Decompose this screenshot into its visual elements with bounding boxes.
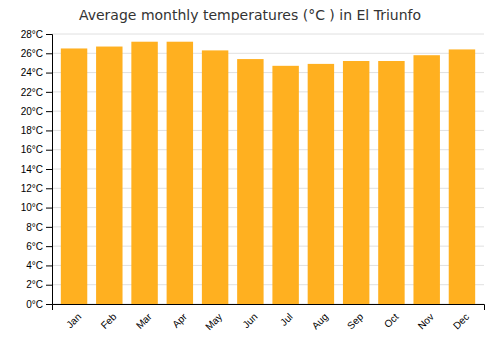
x-tick: Jan xyxy=(64,311,83,330)
y-tick-mark xyxy=(46,111,52,112)
x-tick-label: May xyxy=(203,311,224,332)
bar xyxy=(61,48,87,304)
bar xyxy=(237,59,263,304)
x-tick: Mar xyxy=(134,311,154,331)
y-tick-label: 28°C xyxy=(21,29,43,40)
y-tick-mark xyxy=(46,130,52,131)
bars xyxy=(61,42,475,304)
y-tick: 8°C xyxy=(26,222,52,233)
x-tick: Sep xyxy=(345,311,366,332)
y-tick-mark xyxy=(46,73,52,74)
y-tick-mark xyxy=(46,246,52,247)
y-tick: 20°C xyxy=(21,106,52,117)
bar xyxy=(378,61,404,304)
y-tick: 26°C xyxy=(21,48,52,59)
x-tick-label: Jun xyxy=(240,311,259,330)
y-tick-label: 6°C xyxy=(26,241,43,252)
grid-line xyxy=(52,34,484,35)
y-tick-label: 26°C xyxy=(21,48,43,59)
y-tick: 6°C xyxy=(26,241,52,252)
y-tick-label: 2°C xyxy=(26,279,43,290)
x-tick-label: Oct xyxy=(382,311,401,330)
y-tick-label: 10°C xyxy=(21,202,43,213)
x-tick-label: Jul xyxy=(278,311,295,328)
x-tick-label: Aug xyxy=(310,311,330,331)
x-tick: Oct xyxy=(382,311,401,330)
y-tick: 18°C xyxy=(21,125,52,136)
y-tick-mark xyxy=(46,265,52,266)
bar xyxy=(131,42,157,304)
x-tick: Nov xyxy=(416,311,436,331)
bar xyxy=(343,61,369,304)
y-tick-label: 8°C xyxy=(26,222,43,233)
x-tick-label: Apr xyxy=(170,311,189,330)
x-tick-label: Jan xyxy=(64,311,83,330)
bar xyxy=(272,66,298,304)
x-tick: Apr xyxy=(170,311,189,330)
grid xyxy=(52,34,484,304)
x-axis: Jan Feb Mar Apr May Jun Jul Aug Sep Oct Nov Dec xyxy=(53,305,485,333)
y-tick: 10°C xyxy=(21,202,52,213)
y-tick-label: 4°C xyxy=(26,260,43,271)
y-tick-mark xyxy=(46,208,52,209)
x-tick: Jun xyxy=(240,311,259,330)
y-tick-mark xyxy=(46,92,52,93)
y-tick-label: 12°C xyxy=(21,183,43,194)
y-tick-mark xyxy=(46,169,52,170)
title: Average monthly temperatures (°C ) in El… xyxy=(79,7,421,23)
bar xyxy=(96,47,122,304)
y-tick-mark xyxy=(46,188,52,189)
bar xyxy=(202,50,228,304)
y-tick: 0°C xyxy=(26,299,52,310)
x-tick-label: Nov xyxy=(416,311,436,331)
y-tick-mark xyxy=(46,285,52,286)
y-tick-label: 0°C xyxy=(26,299,43,310)
bar xyxy=(449,49,475,304)
y-tick: 2°C xyxy=(26,279,52,290)
x-tick-label: Mar xyxy=(134,311,154,331)
x-tick: Dec xyxy=(451,311,471,331)
y-axis-line xyxy=(46,35,53,305)
y-tick: 16°C xyxy=(21,144,52,155)
y-tick: 22°C xyxy=(21,87,52,98)
y-tick-mark xyxy=(46,304,52,305)
chart: Average monthly temperatures (°C ) in El… xyxy=(0,0,500,350)
y-tick-label: 16°C xyxy=(21,144,43,155)
y-tick: 24°C xyxy=(21,67,52,78)
bar xyxy=(167,42,193,304)
y-tick-label: 24°C xyxy=(21,67,43,78)
x-axis-line xyxy=(53,305,485,311)
y-tick-mark xyxy=(46,227,52,228)
bar xyxy=(413,55,439,304)
x-tick-label: Sep xyxy=(345,311,366,332)
y-tick: 14°C xyxy=(21,164,52,175)
y-tick-mark xyxy=(46,53,52,54)
y-tick: 12°C xyxy=(21,183,52,194)
y-tick-label: 14°C xyxy=(21,164,43,175)
plot: 0°C 2°C 4°C 6°C 8°C 10°C 12°C 14°C 16°C 18°C 20°C 2… xyxy=(21,29,485,333)
x-tick: Jul xyxy=(278,311,295,328)
y-tick-mark xyxy=(46,34,52,35)
y-tick-label: 18°C xyxy=(21,125,43,136)
x-tick-label: Feb xyxy=(99,311,119,331)
y-tick-label: 20°C xyxy=(21,106,43,117)
bar xyxy=(308,64,334,304)
x-tick: Aug xyxy=(310,311,330,331)
y-tick-mark xyxy=(46,150,52,151)
y-axis: 0°C 2°C 4°C 6°C 8°C 10°C 12°C 14°C 16°C 18°C 20°C 2… xyxy=(21,29,53,310)
y-tick: 28°C xyxy=(21,29,52,40)
x-tick: Feb xyxy=(99,311,119,331)
y-tick: 4°C xyxy=(26,260,52,271)
y-tick-label: 22°C xyxy=(21,87,43,98)
x-tick-label: Dec xyxy=(451,311,471,331)
x-tick: May xyxy=(203,311,224,332)
